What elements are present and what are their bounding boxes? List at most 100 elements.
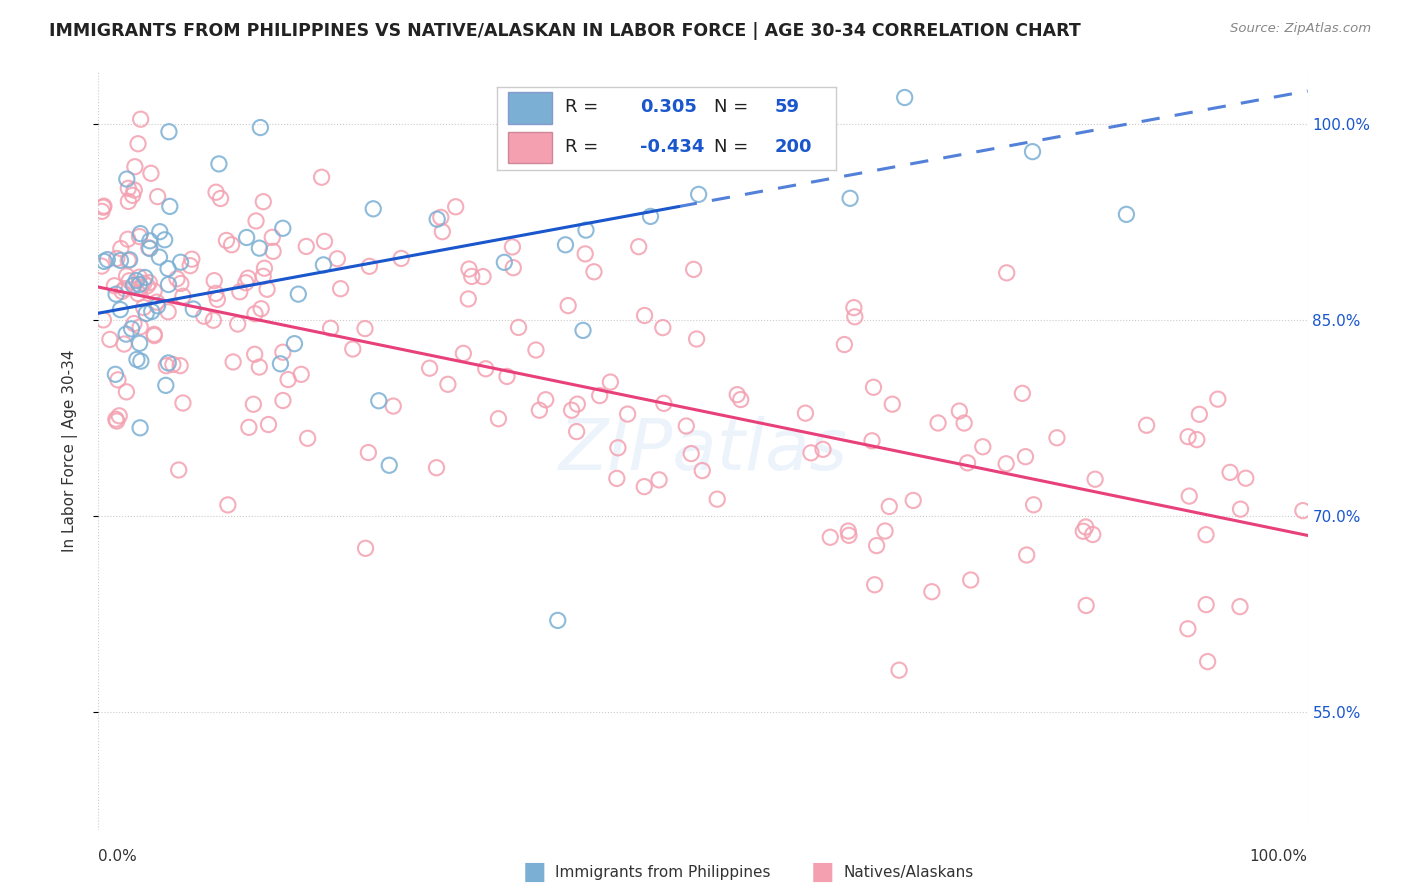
Point [155,359,177,373]
Point [873,524,896,538]
Point [135,306,157,320]
Point [342,342,364,356]
Point [90,204,112,219]
Point [93,254,115,268]
Point [1195,598,1218,612]
Point [382,399,405,413]
Point [121,188,143,202]
Point [1015,548,1038,562]
Point [143,284,166,298]
Point [262,244,284,259]
Point [959,573,981,587]
Point [1234,471,1257,485]
Point [104,412,127,426]
Point [838,528,860,542]
Point [157,305,180,319]
Point [572,323,595,337]
Point [688,187,710,202]
Point [565,425,588,439]
Point [277,373,299,387]
Point [155,378,177,392]
Point [818,530,841,544]
Point [247,241,270,255]
Point [256,282,278,296]
Point [125,352,148,367]
Point [215,234,238,248]
Point [127,136,149,151]
Point [124,160,146,174]
Point [461,269,484,284]
Point [105,287,128,301]
Point [243,347,266,361]
Point [205,186,228,200]
Text: IMMIGRANTS FROM PHILIPPINES VS NATIVE/ALASKAN IN LABOR FORCE | AGE 30-34 CORRELA: IMMIGRANTS FROM PHILIPPINES VS NATIVE/AL… [49,22,1081,40]
Point [157,356,180,370]
Point [367,393,389,408]
Point [887,663,910,677]
Point [1011,386,1033,401]
Point [557,299,579,313]
Point [995,266,1018,280]
Point [250,301,273,316]
Point [202,313,225,327]
Point [862,380,884,394]
Point [122,278,145,293]
Point [297,431,319,445]
Point [222,355,245,369]
Point [129,227,152,241]
Point [652,396,675,410]
Point [132,277,155,291]
Point [115,172,138,186]
Point [1136,418,1159,433]
Point [685,332,707,346]
Point [1219,466,1241,480]
Point [488,411,510,425]
Point [108,409,131,423]
Point [159,199,181,213]
Point [247,360,270,375]
Point [271,345,294,359]
Point [458,262,481,277]
Point [319,321,342,335]
Point [893,90,915,104]
Point [139,234,162,248]
Point [378,458,401,473]
Point [105,252,128,266]
Point [117,181,139,195]
Point [146,295,169,310]
Point [179,259,201,273]
Point [437,377,460,392]
Point [1229,502,1251,516]
Point [953,416,976,430]
Point [209,192,232,206]
Point [844,310,866,324]
Point [921,584,943,599]
Point [524,343,547,357]
Point [117,232,139,246]
Point [1074,520,1097,534]
Point [582,265,605,279]
Point [354,541,377,556]
Text: 0.0%: 0.0% [98,849,138,864]
Point [172,289,194,303]
Point [141,304,163,318]
Point [111,285,134,299]
Point [453,346,475,360]
Point [172,396,194,410]
Point [271,221,294,235]
Point [156,261,179,276]
Point [651,320,673,334]
Point [811,442,834,457]
Point [91,200,114,214]
Point [181,301,204,316]
Point [725,387,748,401]
Point [627,240,650,254]
Point [312,258,335,272]
Point [359,260,381,274]
Point [110,253,132,268]
Point [153,233,176,247]
Text: ZIPatlas: ZIPatlas [558,416,848,485]
Point [170,277,193,291]
Point [114,282,136,296]
Point [129,354,152,368]
